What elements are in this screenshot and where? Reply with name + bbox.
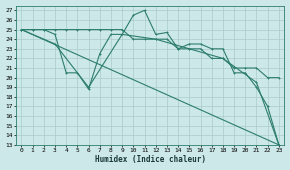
X-axis label: Humidex (Indice chaleur): Humidex (Indice chaleur) [95, 155, 206, 164]
